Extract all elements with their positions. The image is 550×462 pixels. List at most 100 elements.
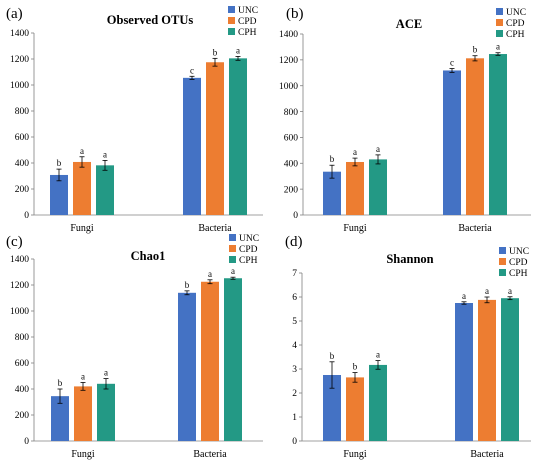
legend-label-cpd: CPD	[239, 245, 258, 255]
y-tick-label: 4	[292, 341, 297, 351]
significance-letter: a	[208, 269, 212, 279]
panel-title: Chao1	[131, 249, 166, 263]
significance-letter: b	[185, 280, 190, 290]
chart-panel-1: (a) Observed OTUs 0 200 400 600 800 1000 1200 140…	[6, 6, 263, 234]
bar-unc-bacteria	[183, 77, 201, 215]
legend-swatch-cph	[499, 269, 506, 276]
y-tick-label: 600	[15, 133, 30, 143]
legend-swatch-cph	[229, 256, 236, 263]
bar-unc-fungi	[50, 174, 68, 215]
y-tick-label: 1000	[10, 81, 29, 91]
legend-label-cph: CPH	[238, 28, 257, 38]
legend-swatch-cpd	[499, 258, 506, 265]
panel-label: (d)	[285, 234, 303, 250]
significance-letter: a	[353, 147, 357, 157]
bar-cpd-fungi	[346, 161, 364, 215]
legend-label-cpd: CPD	[509, 258, 528, 268]
significance-letter: a	[376, 350, 380, 360]
bar-cph-fungi	[369, 364, 387, 441]
bar-cpd-bacteria	[206, 62, 224, 215]
y-tick-label: 200	[15, 185, 30, 195]
significance-letter: a	[104, 368, 108, 378]
significance-letter: a	[462, 291, 466, 301]
y-tick-label: 1400	[10, 29, 29, 39]
legend-label-cpd: CPD	[238, 17, 257, 27]
legend-label-unc: UNC	[239, 234, 259, 244]
y-tick-label: 5	[292, 317, 297, 327]
y-tick-label: 7	[292, 269, 297, 279]
significance-letter: b	[330, 351, 335, 361]
bar-unc-fungi	[323, 375, 341, 441]
significance-letter: b	[473, 45, 478, 55]
y-tick-label: 1200	[10, 281, 29, 291]
legend-swatch-unc	[496, 8, 503, 15]
legend-swatch-unc	[499, 247, 506, 254]
y-tick-label: 200	[284, 185, 299, 195]
significance-letter: a	[508, 286, 512, 296]
y-tick-label: 800	[15, 333, 30, 343]
y-tick-label: 0	[24, 211, 29, 221]
y-tick-label: 1200	[10, 55, 29, 65]
panel-title: ACE	[396, 17, 422, 31]
significance-letter: a	[376, 144, 380, 154]
legend-label-unc: UNC	[509, 247, 529, 257]
y-tick-label: 600	[284, 134, 299, 144]
panel-label: (a)	[6, 6, 23, 22]
legend-label-unc: UNC	[238, 6, 258, 16]
bar-unc-fungi	[51, 396, 69, 441]
significance-letter: a	[236, 45, 240, 55]
legend-swatch-cph	[496, 30, 503, 37]
y-tick-label: 1200	[279, 56, 298, 66]
legend-swatch-unc	[229, 234, 236, 241]
x-category-label: Fungi	[71, 449, 95, 460]
y-tick-label: 1	[292, 413, 297, 423]
y-tick-label: 1000	[279, 82, 298, 92]
significance-letter: a	[81, 372, 85, 382]
significance-letter: b	[213, 47, 218, 57]
legend-swatch-cpd	[496, 19, 503, 26]
y-tick-label: 800	[284, 108, 299, 118]
y-tick-label: 2	[292, 389, 297, 399]
y-tick-label: 3	[292, 365, 297, 375]
y-tick-label: 0	[293, 211, 298, 221]
significance-letter: c	[450, 58, 454, 68]
bar-cph-bacteria	[501, 298, 519, 441]
y-tick-label: 0	[24, 437, 29, 447]
significance-letter: a	[103, 149, 107, 159]
y-tick-label: 0	[292, 437, 297, 447]
legend-swatch-cph	[228, 28, 235, 35]
bar-unc-fungi	[323, 171, 341, 215]
legend-swatch-unc	[228, 6, 235, 13]
legend-label-cph: CPH	[506, 30, 525, 40]
y-tick-label: 1400	[279, 30, 298, 40]
bar-unc-bacteria	[178, 292, 196, 441]
significance-letter: b	[353, 362, 358, 372]
x-category-label: Fungi	[343, 449, 367, 460]
x-category-label: Bacteria	[198, 223, 232, 234]
bar-unc-bacteria	[455, 303, 473, 441]
chart-panel-3: (c) Chao1 0 200 400 600 800 1000 1200 1400 b a a Fung…	[6, 234, 263, 460]
y-tick-label: 200	[15, 411, 30, 421]
bar-cph-bacteria	[224, 278, 242, 441]
panel-label: (b)	[286, 6, 304, 22]
legend-label-cph: CPH	[239, 256, 258, 266]
x-category-label: Bacteria	[458, 223, 492, 234]
legend-swatch-cpd	[228, 17, 235, 24]
bar-cph-fungi	[97, 383, 115, 441]
bar-cpd-bacteria	[201, 281, 219, 441]
legend-label-cph: CPH	[509, 269, 528, 279]
significance-letter: b	[330, 154, 335, 164]
panel-title: Shannon	[386, 252, 433, 266]
bar-cph-bacteria	[489, 54, 507, 215]
x-category-label: Bacteria	[193, 449, 227, 460]
x-category-label: Bacteria	[470, 449, 504, 460]
significance-letter: c	[190, 65, 194, 75]
y-tick-label: 1000	[10, 307, 29, 317]
panel-label: (c)	[6, 234, 23, 250]
panel-title: Observed OTUs	[107, 13, 194, 27]
legend-label-cpd: CPD	[506, 19, 525, 29]
significance-letter: a	[485, 286, 489, 296]
significance-letter: a	[80, 146, 84, 156]
significance-letter: a	[496, 42, 500, 52]
bar-cph-fungi	[369, 159, 387, 215]
